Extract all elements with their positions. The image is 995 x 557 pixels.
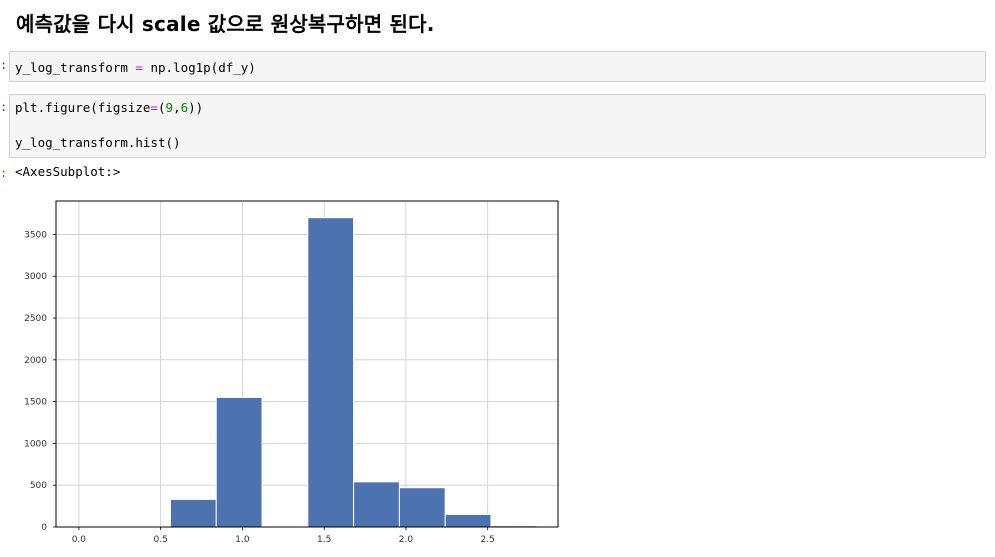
code-token: np.log1p(df_y) [142, 60, 256, 75]
histogram-bar [353, 481, 400, 528]
axes-frame [55, 200, 559, 528]
x-tick-label: 0.0 [72, 535, 87, 545]
code-cell-2[interactable]: plt.figure(figsize=(9,6)) y_log_transfor… [9, 94, 986, 158]
code-token: ( [158, 100, 166, 115]
y-tick-label: 2500 [24, 314, 47, 324]
x-tick-label: 2.0 [399, 535, 414, 545]
histogram-chart: 0.0 0.5 1.0 1.5 2.0 2.5 0 500 1000 1500 2000 2500 30… [24, 200, 559, 545]
code-token: , [173, 100, 181, 115]
x-tick-label: 1.0 [235, 535, 250, 545]
code-token: = [135, 60, 143, 75]
cell-1-prompt: : [0, 58, 8, 72]
code-token: y_log_transform.hist() [15, 135, 181, 150]
histogram-bar [444, 513, 492, 528]
x-tick-label: 1.5 [317, 535, 331, 545]
histogram-bar [307, 217, 355, 528]
y-tick-label: 2000 [24, 356, 47, 366]
code-line: y_log_transform = np.log1p(df_y) [15, 59, 980, 76]
y-tick-label: 3000 [24, 272, 47, 282]
code-token: 6 [180, 100, 189, 115]
code-token: plt.figure(figsize [15, 100, 151, 115]
code-token: = [150, 100, 158, 115]
histogram-bar [398, 487, 446, 528]
cell-2-prompt: : [0, 100, 8, 114]
code-token: 9 [165, 100, 174, 115]
y-tick-label: 1000 [24, 439, 47, 449]
code-line [15, 116, 980, 134]
x-tick-label: 0.5 [153, 535, 167, 545]
markdown-heading: 예측값을 다시 scale 값으로 원상복구하면 된다. [16, 12, 435, 36]
output-text: <AxesSubplot:> [15, 164, 121, 179]
y-tick-label: 500 [30, 481, 47, 491]
code-token: y_log_transform [15, 60, 136, 75]
y-tick-label: 3500 [24, 230, 47, 240]
chart-ticks: 0.0 0.5 1.0 1.5 2.0 2.5 0 500 1000 1500 2000 2500 30… [24, 230, 495, 545]
histogram-bar [215, 396, 263, 528]
code-line: plt.figure(figsize=(9,6)) [15, 99, 980, 116]
code-token: )) [188, 100, 204, 115]
y-tick-label: 0 [41, 523, 47, 533]
code-line: y_log_transform.hist() [15, 134, 980, 151]
output-prompt: : [0, 166, 8, 180]
chart-bars [169, 217, 538, 528]
code-cell-1[interactable]: y_log_transform = np.log1p(df_y) [9, 51, 986, 82]
y-tick-label: 1500 [24, 398, 47, 408]
chart-grid [56, 201, 558, 528]
histogram-bar [169, 498, 217, 528]
x-tick-label: 2.5 [481, 535, 495, 545]
